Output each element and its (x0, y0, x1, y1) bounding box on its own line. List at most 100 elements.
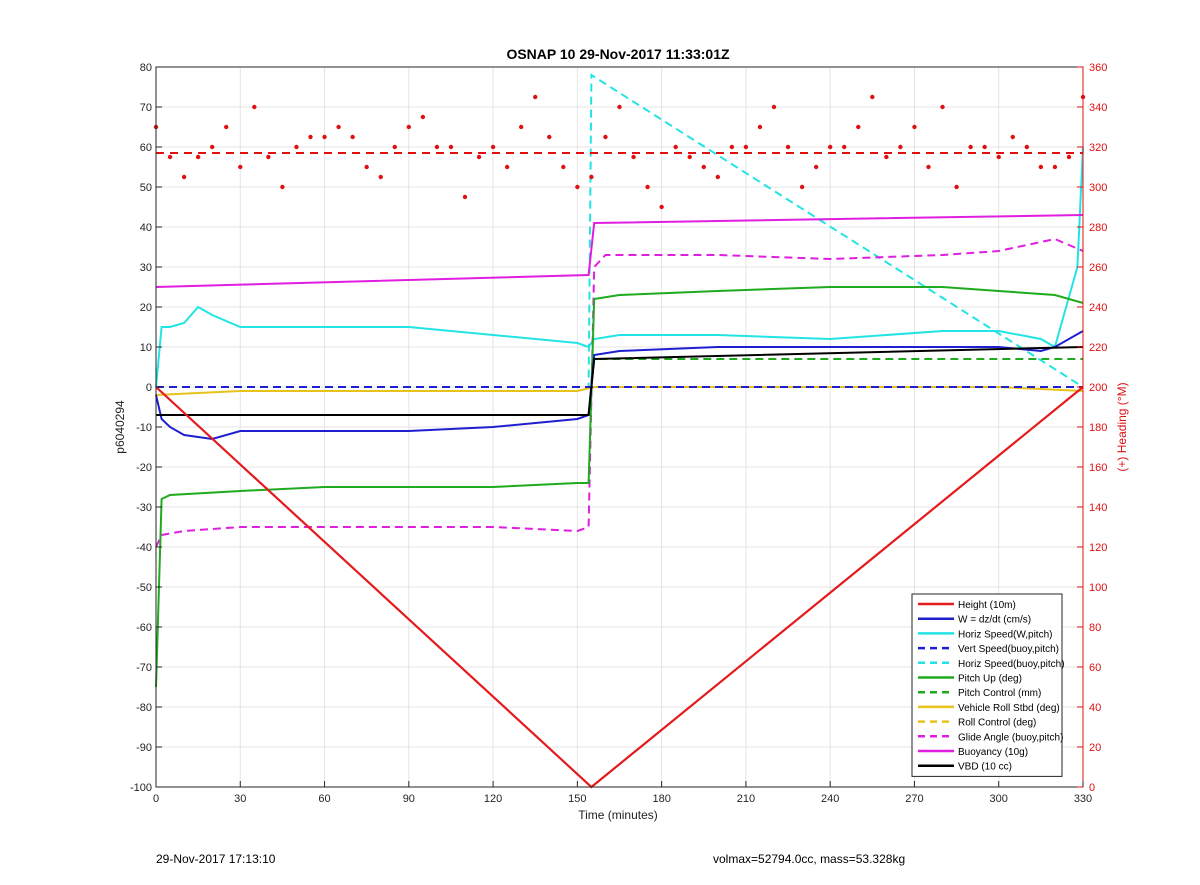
heading-point (518, 124, 524, 130)
heading-point (603, 134, 608, 140)
x-axis-label: Time (minutes) (578, 808, 658, 822)
x-tick-label: 0 (153, 793, 159, 805)
x-tick-label: 180 (652, 793, 670, 805)
x-tick-label: 60 (318, 793, 330, 805)
legend-box (911, 593, 1063, 777)
y2-tick-label: 60 (1089, 662, 1101, 674)
y-tick-label: -60 (136, 622, 152, 634)
legend-label: Vehicle Roll Stbd (deg) (958, 703, 1060, 714)
heading-point (167, 154, 173, 160)
y2-tick-label: 280 (1089, 222, 1107, 234)
heading-point (701, 164, 706, 170)
heading-point (645, 184, 650, 190)
heading-point (575, 184, 580, 190)
x-tick-label: 120 (484, 793, 502, 805)
heading-point (406, 124, 412, 130)
footer-summary: volmax=52794.0cc, mass=53.328kg (713, 852, 906, 866)
y2-tick-label: 360 (1089, 62, 1107, 74)
heading-point (336, 124, 341, 130)
y-tick-label: -70 (136, 662, 152, 674)
x-tick-label: 270 (905, 793, 923, 805)
y-tick-label: -90 (136, 742, 152, 754)
y-tick-label: 10 (140, 342, 152, 354)
heading-point (1066, 154, 1072, 160)
heading-point (813, 164, 819, 170)
heading-point (799, 184, 805, 190)
y-tick-label: 20 (140, 302, 152, 314)
heading-point (996, 154, 1001, 160)
heading-point (715, 174, 721, 180)
y-tick-label: 60 (140, 142, 152, 154)
heading-point (954, 184, 959, 190)
y-tick-label: -80 (136, 702, 152, 714)
heading-point (378, 174, 383, 180)
y-tick-label: -20 (136, 462, 152, 474)
heading-point (392, 144, 397, 150)
legend-label: Horiz Speed(buoy,pitch) (958, 659, 1065, 670)
heading-point (1024, 144, 1030, 150)
heading-point (294, 144, 299, 150)
heading-point (1010, 134, 1015, 140)
y2-tick-label: 260 (1089, 262, 1107, 274)
heading-point (533, 94, 538, 100)
y2-tick-label: 240 (1089, 302, 1107, 314)
x-tick-label: 30 (234, 793, 246, 805)
x-tick-label: 330 (1074, 793, 1092, 805)
heading-point (884, 154, 889, 160)
heading-point (589, 174, 594, 180)
heading-point (490, 144, 496, 150)
heading-point (729, 144, 735, 150)
heading-point (266, 154, 271, 160)
y2-tick-label: 320 (1089, 142, 1107, 154)
series-line-vbd-10-cc (156, 346, 1084, 416)
heading-point (743, 144, 749, 150)
x-tick-label: 90 (403, 793, 415, 805)
y-tick-label: -10 (136, 422, 152, 434)
series-line-horiz-speed-w-pitch (155, 146, 1084, 388)
y2-tick-label: 180 (1089, 422, 1107, 434)
heading-point (673, 144, 678, 150)
y-tick-label: 70 (140, 102, 152, 114)
heading-point (982, 144, 987, 150)
heading-point (842, 144, 847, 150)
heading-point (757, 124, 763, 130)
legend-label: Pitch Up (deg) (958, 674, 1022, 685)
y2-tick-label: 120 (1089, 542, 1107, 554)
heading-point (856, 124, 861, 130)
legend-label: Pitch Control (mm) (958, 688, 1041, 699)
heading-point (659, 204, 664, 210)
y2-tick-label: 20 (1089, 742, 1101, 754)
heading-point (364, 164, 369, 170)
heading-point (1038, 164, 1044, 170)
series-line-w-dz-dt-cm-s (155, 330, 1084, 441)
y-axis-label: p6040294 (113, 400, 127, 454)
y2-tick-label: 0 (1089, 782, 1095, 794)
heading-point (448, 144, 454, 150)
legend-label: Roll Control (deg) (958, 718, 1036, 729)
legend-label: Height (10m) (958, 600, 1016, 611)
heading-point (687, 154, 692, 160)
heading-point (252, 104, 257, 110)
y-tick-label: 50 (140, 182, 152, 194)
heading-point (547, 134, 552, 140)
heading-point (1052, 164, 1058, 170)
heading-point (280, 184, 285, 190)
y2-tick-label: 140 (1089, 502, 1107, 514)
heading-point (181, 174, 187, 180)
heading-point (785, 144, 791, 150)
legend-label: Glide Angle (buoy,pitch) (958, 732, 1063, 743)
y2-tick-label: 220 (1089, 342, 1107, 354)
heading-point (420, 114, 426, 120)
heading-point (926, 164, 931, 170)
y2-tick-label: 100 (1089, 582, 1107, 594)
y-tick-label: 40 (140, 222, 152, 234)
legend-label: Vert Speed(buoy,pitch) (958, 644, 1059, 655)
heading-point (462, 194, 468, 200)
heading-point (308, 134, 313, 140)
heading-point (617, 104, 622, 110)
heading-point (322, 134, 327, 140)
heading-point (350, 134, 355, 140)
y-tick-label: 80 (140, 62, 152, 74)
heading-point (195, 154, 201, 160)
